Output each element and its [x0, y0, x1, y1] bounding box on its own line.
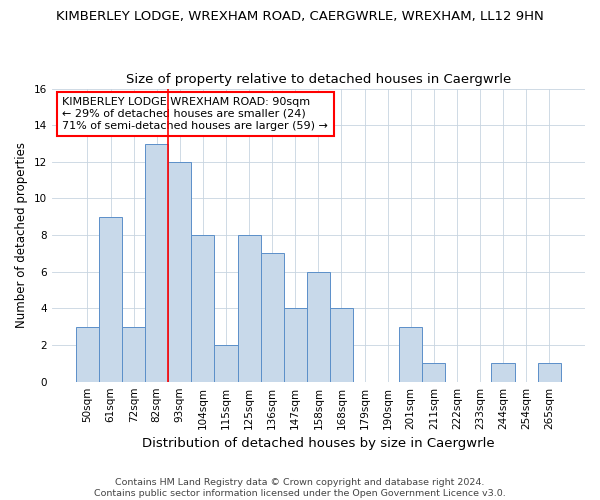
- Text: KIMBERLEY LODGE WREXHAM ROAD: 90sqm
← 29% of detached houses are smaller (24)
71: KIMBERLEY LODGE WREXHAM ROAD: 90sqm ← 29…: [62, 98, 328, 130]
- Bar: [99, 217, 122, 382]
- Bar: [284, 308, 307, 382]
- Bar: [422, 364, 445, 382]
- Bar: [168, 162, 191, 382]
- Bar: [191, 235, 214, 382]
- Bar: [399, 326, 422, 382]
- X-axis label: Distribution of detached houses by size in Caergwrle: Distribution of detached houses by size …: [142, 437, 494, 450]
- Bar: [238, 235, 260, 382]
- Bar: [122, 326, 145, 382]
- Bar: [330, 308, 353, 382]
- Bar: [307, 272, 330, 382]
- Bar: [214, 345, 238, 382]
- Text: Contains HM Land Registry data © Crown copyright and database right 2024.
Contai: Contains HM Land Registry data © Crown c…: [94, 478, 506, 498]
- Bar: [491, 364, 515, 382]
- Title: Size of property relative to detached houses in Caergwrle: Size of property relative to detached ho…: [126, 73, 511, 86]
- Bar: [260, 254, 284, 382]
- Bar: [145, 144, 168, 382]
- Y-axis label: Number of detached properties: Number of detached properties: [15, 142, 28, 328]
- Bar: [76, 326, 99, 382]
- Bar: [538, 364, 561, 382]
- Text: KIMBERLEY LODGE, WREXHAM ROAD, CAERGWRLE, WREXHAM, LL12 9HN: KIMBERLEY LODGE, WREXHAM ROAD, CAERGWRLE…: [56, 10, 544, 23]
